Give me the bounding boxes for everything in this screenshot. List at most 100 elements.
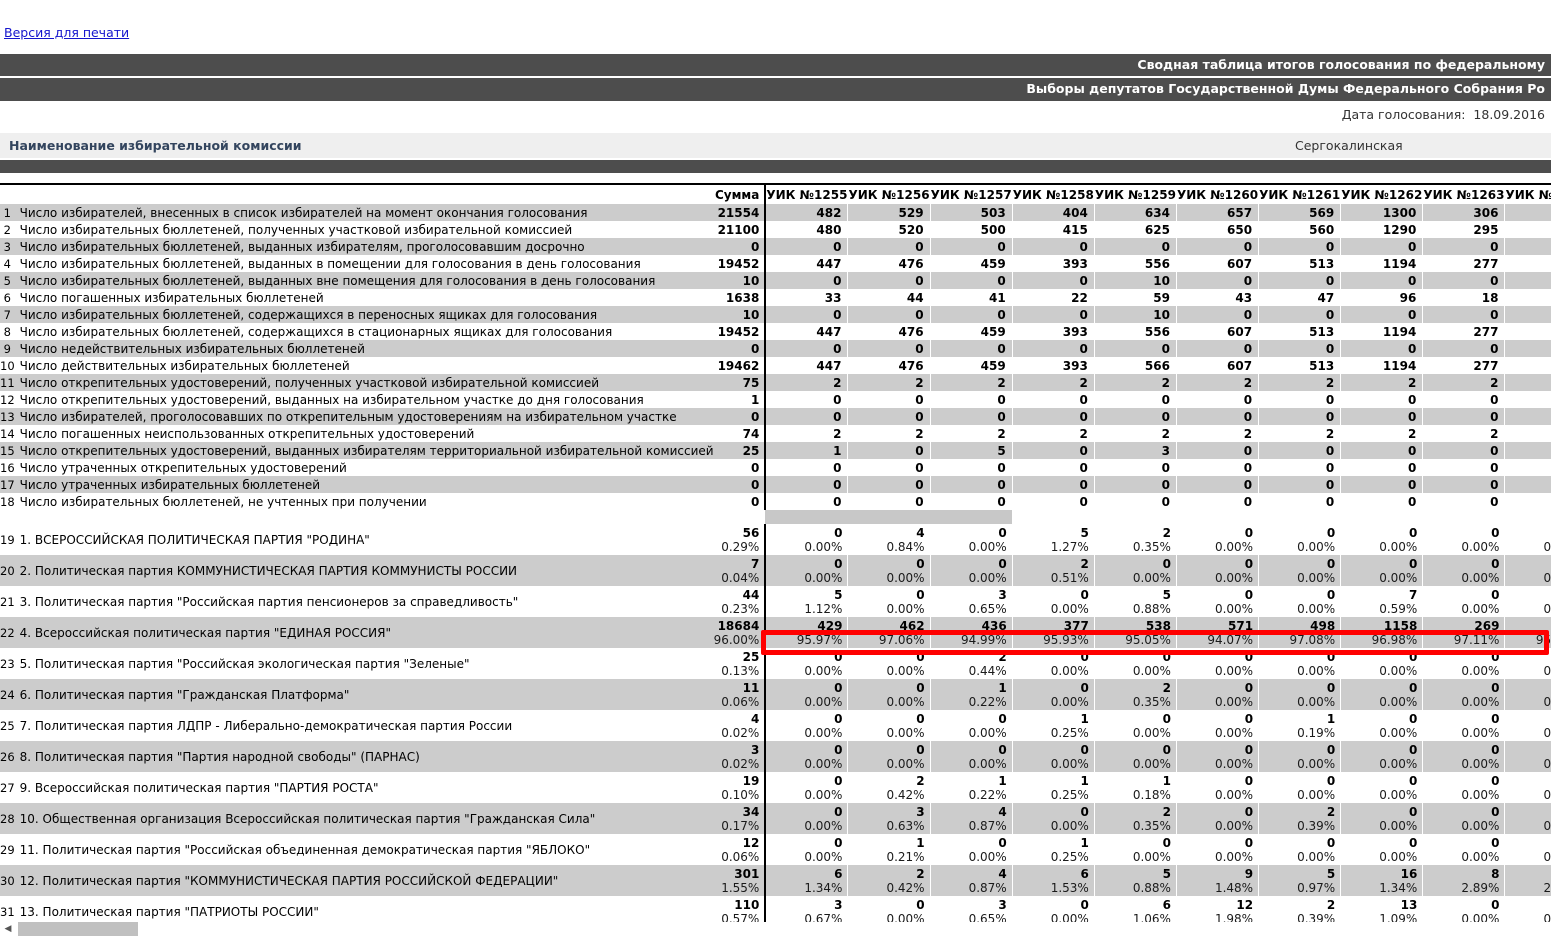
spacer-cell	[1422, 510, 1505, 524]
party-cell-percent: 0.00%	[1214, 725, 1254, 740]
header-uik-column-10: УИК №1264	[1504, 185, 1551, 204]
party-cell-percent: 0.00%	[1050, 601, 1089, 616]
row-cell-value: 0	[1340, 476, 1424, 493]
party-cell-percent: 0.63%	[886, 818, 925, 833]
party-sum-percent: 0.02%	[721, 756, 760, 771]
row-cell-value: 513	[1258, 255, 1342, 272]
party-cell-percent: 0.00%	[1543, 663, 1551, 678]
party-cell-count: 0	[834, 680, 843, 695]
party-cell-percent: 97.08%	[1289, 632, 1336, 647]
section-spacer-row	[0, 510, 1551, 524]
row-cell-value: 0	[1504, 476, 1551, 493]
party-cell: 6 1.06%	[1094, 896, 1177, 927]
party-cell-count: 0	[1408, 804, 1418, 819]
party-sum-count: 25	[742, 649, 760, 664]
party-cell-percent: 0.00%	[1132, 663, 1171, 678]
row-cell-value: 44	[847, 289, 931, 306]
party-cell-percent: 0.00%	[1379, 849, 1418, 864]
party-row: 20 2. Политическая партия КОММУНИСТИЧЕСКА…	[0, 555, 1551, 586]
party-sum-percent: 0.23%	[721, 601, 760, 616]
party-name: 1. ВСЕРОССИЙСКАЯ ПОЛИТИЧЕСКАЯ ПАРТИЯ "РО…	[14, 524, 714, 555]
table-row: 17 Число утраченных избирательных бюллете…	[0, 476, 1551, 493]
row-cell-value: 2	[1176, 425, 1260, 442]
party-row: 27 9. Всероссийская политическая партия "…	[0, 772, 1551, 803]
party-cell-percent: 0.39%	[1297, 818, 1336, 833]
row-cell-value: 2	[765, 425, 849, 442]
row-cell-value: 47	[1258, 289, 1342, 306]
party-cell: 9 1.48%	[1176, 865, 1260, 896]
row-cell-value: 2	[1094, 374, 1177, 391]
row-label: Число утраченных избирательных бюллетене…	[14, 476, 714, 493]
party-cell: 00.00%	[1504, 679, 1551, 710]
row-cell-value: 0	[1094, 408, 1177, 425]
party-cell-percent: 0.00%	[1543, 725, 1551, 740]
party-cell-count: 6	[1162, 897, 1171, 912]
voting-date-label: Дата голосования:	[1341, 107, 1466, 122]
party-cell-count: 498	[1310, 618, 1336, 633]
party-cell-count: 0	[1326, 835, 1336, 850]
party-cell: 538 95.05%	[1094, 617, 1177, 648]
party-cell-count: 377	[1063, 618, 1089, 633]
print-version-link[interactable]: Версия для печати	[4, 25, 130, 40]
party-cell-count: 0	[834, 835, 843, 850]
party-cell-percent: 0.00%	[886, 694, 925, 709]
party-name: 2. Политическая партия КОММУНИСТИЧЕСКАЯ …	[14, 555, 714, 586]
party-cell-percent: 97.11%	[1453, 632, 1500, 647]
party-cell-count: 0	[834, 711, 843, 726]
party-name: 10. Общественная организация Всероссийск…	[14, 803, 714, 834]
party-cell: 2 0.35%	[1094, 524, 1177, 555]
party-cell-count: 1	[1326, 711, 1336, 726]
party-cell-count: 2	[998, 649, 1007, 664]
party-cell-count: 2	[916, 866, 925, 881]
party-cell-percent: 0.59%	[1379, 601, 1418, 616]
scrollbar-thumb[interactable]	[18, 922, 138, 936]
row-cell-value: 0	[1258, 272, 1342, 289]
party-cell-count: 0	[1408, 649, 1418, 664]
row-label: Число избирателей, внесенных в список из…	[14, 204, 714, 221]
party-cell-percent: 0.00%	[968, 570, 1007, 585]
party-cell: 1 0.25%	[1012, 772, 1095, 803]
scroll-left-arrow-icon[interactable]: ◀	[4, 924, 12, 934]
party-sum-percent: 0.04%	[721, 570, 760, 585]
party-cell-percent: 0.00%	[1132, 570, 1171, 585]
party-sum-percent: 0.17%	[721, 818, 760, 833]
row-cell-value: 0	[1504, 238, 1551, 255]
party-cell-percent: 0.00%	[1050, 694, 1089, 709]
party-cell-percent: 0.00%	[804, 663, 843, 678]
row-number: 6	[0, 289, 15, 306]
results-table-region[interactable]: Сумма УИК №1255 УИК №1256 УИК №1257 УИК №125…	[0, 183, 1551, 938]
row-sum-value: 25	[713, 442, 767, 459]
party-row-number: 20	[0, 555, 15, 586]
party-cell-count: 0	[1080, 897, 1089, 912]
row-cell-value: 0	[1094, 476, 1177, 493]
party-cell-count: 0	[1244, 649, 1254, 664]
row-number: 3	[0, 238, 15, 255]
party-name: 7. Политическая партия ЛДПР - Либерально…	[14, 710, 714, 741]
party-cell-percent: 0.00%	[1543, 818, 1551, 833]
party-cell: 00.00%	[1504, 803, 1551, 834]
party-cell-percent: 95.93%	[1043, 632, 1089, 647]
party-cell-count: 0	[1505, 774, 1551, 788]
row-cell-value: 476	[847, 323, 931, 340]
party-cell: 4 0.84%	[847, 524, 931, 555]
row-label: Число избирательных бюллетеней, содержащ…	[14, 323, 714, 340]
party-cell: 1 0.18%	[1094, 772, 1177, 803]
party-cell: 00.00%	[1504, 648, 1551, 679]
party-cell-count: 4	[998, 866, 1007, 881]
row-sum-value: 19452	[713, 323, 767, 340]
party-cell-count: 0	[1505, 836, 1551, 850]
horizontal-scrollbar[interactable]: ◀	[0, 922, 1551, 938]
scrollbar-track[interactable]	[18, 922, 1551, 938]
row-cell-value: 0	[1340, 306, 1424, 323]
party-cell-count: 0	[998, 742, 1007, 757]
